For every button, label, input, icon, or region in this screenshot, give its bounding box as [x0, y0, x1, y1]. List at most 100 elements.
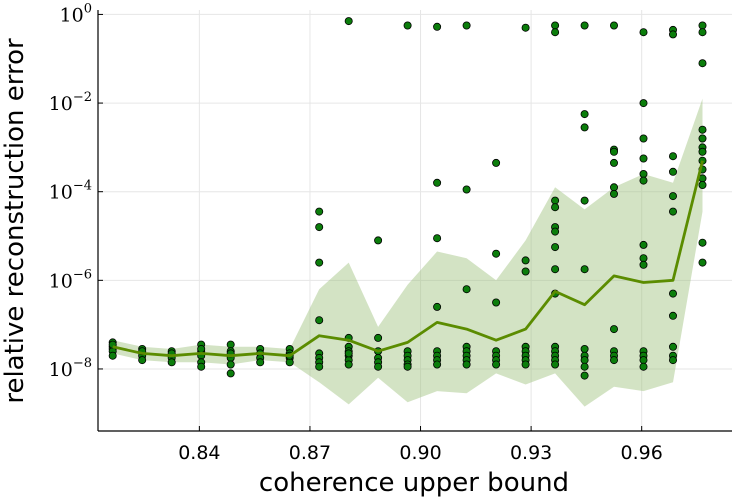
data-point-31: [256, 358, 265, 367]
data-point-102: [551, 243, 560, 252]
y-tick-labels: 10−8 10−6 10−4 10−2 100: [49, 1, 92, 381]
data-point-101: [551, 227, 560, 236]
data-point-45: [344, 17, 353, 26]
data-point-109: [551, 360, 560, 369]
data-point-53: [374, 236, 383, 245]
data-point-14: [167, 358, 176, 367]
data-point-148: [669, 207, 678, 216]
median-line: [112, 160, 704, 358]
data-point-115: [580, 344, 589, 353]
data-point-38: [315, 223, 324, 232]
data-point-149: [669, 289, 678, 298]
data-point-37: [315, 207, 324, 216]
data-point-124: [610, 183, 619, 192]
data-point-156: [698, 59, 707, 68]
data-point-119: [580, 371, 589, 380]
data-point-66: [433, 178, 442, 187]
data-point-137: [639, 254, 648, 263]
data-point-138: [639, 260, 648, 269]
data-point-95: [521, 360, 530, 369]
x-tick-labels: 0.84 0.87 0.90 0.93 0.96: [178, 442, 663, 464]
data-point-155: [698, 28, 707, 37]
error-points: [108, 17, 707, 380]
data-point-67: [433, 234, 442, 243]
data-point-151: [669, 342, 678, 351]
data-point-134: [639, 169, 648, 178]
data-point-166: [698, 258, 707, 267]
data-point-22: [226, 340, 235, 349]
data-point-83: [492, 298, 501, 307]
data-point-88: [521, 23, 530, 32]
data-point-68: [433, 302, 442, 311]
x-axis-label: coherence upper bound: [259, 468, 569, 498]
data-point-44: [315, 362, 324, 371]
data-point-52: [344, 349, 353, 358]
data-point-51: [344, 360, 353, 369]
x-tick-label-0: 0.84: [178, 442, 220, 464]
data-point-26: [226, 369, 235, 378]
data-point-82: [492, 249, 501, 258]
data-point-165: [698, 238, 707, 247]
data-point-40: [315, 316, 324, 325]
x-tick-label-3: 0.93: [510, 442, 552, 464]
data-point-117: [580, 356, 589, 365]
data-point-39: [315, 258, 324, 267]
data-point-157: [698, 125, 707, 134]
error-band: [112, 98, 703, 407]
data-point-80: [462, 360, 471, 369]
data-point-132: [639, 134, 648, 143]
data-point-59: [403, 21, 412, 30]
data-point-75: [462, 285, 471, 294]
data-point-145: [669, 152, 678, 161]
data-point-99: [551, 203, 560, 212]
data-point-72: [433, 360, 442, 369]
data-point-144: [669, 30, 678, 39]
data-point-111: [580, 110, 589, 119]
data-point-160: [698, 147, 707, 156]
y-tick-label-0: 10−8: [49, 356, 92, 381]
data-point-136: [639, 240, 648, 249]
y-tick-label-1: 10−6: [49, 267, 92, 292]
axes-frame: [97, 10, 732, 432]
data-point-35: [285, 358, 294, 367]
data-point-113: [580, 196, 589, 205]
data-point-112: [580, 123, 589, 132]
data-point-146: [669, 167, 678, 176]
y-tick-label-2: 10−4: [49, 179, 92, 204]
data-point-64: [403, 362, 412, 371]
data-point-87: [492, 360, 501, 369]
data-point-123: [610, 158, 619, 167]
data-point-9: [138, 356, 147, 365]
data-point-90: [521, 267, 530, 276]
data-point-20: [197, 362, 206, 371]
data-point-129: [610, 356, 619, 365]
data-point-125: [610, 189, 619, 198]
data-point-81: [492, 158, 501, 167]
data-point-97: [551, 28, 560, 37]
data-point-114: [580, 265, 589, 274]
data-point-153: [669, 356, 678, 365]
data-point-103: [551, 265, 560, 274]
data-point-158: [698, 134, 707, 143]
data-point-147: [669, 192, 678, 201]
y-tick-label-4: 100: [60, 1, 92, 26]
data-point-65: [433, 22, 442, 31]
data-point-58: [374, 362, 383, 371]
y-axis-label: relative reconstruction error: [0, 38, 30, 404]
data-point-131: [639, 99, 648, 108]
data-point-96: [551, 21, 560, 30]
data-point-122: [610, 147, 619, 156]
data-point-21: [197, 344, 206, 353]
data-point-142: [639, 362, 648, 371]
data-point-74: [462, 185, 471, 194]
data-point-110: [580, 21, 589, 30]
data-point-73: [462, 21, 471, 30]
data-point-54: [374, 333, 383, 342]
data-point-25: [226, 360, 235, 369]
data-point-133: [639, 154, 648, 163]
data-point-126: [610, 325, 619, 334]
data-point-135: [639, 176, 648, 185]
data-point-154: [698, 21, 707, 30]
x-tick-label-4: 0.96: [621, 442, 663, 464]
